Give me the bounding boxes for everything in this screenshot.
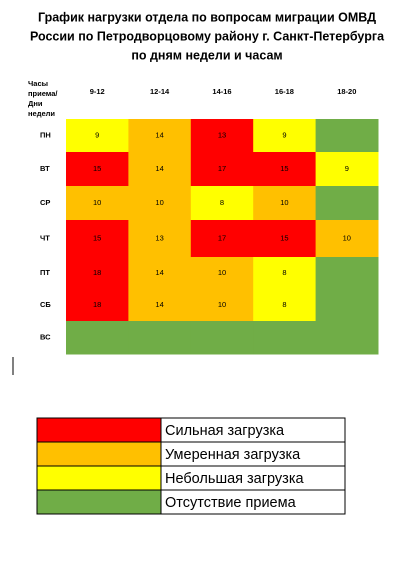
cell-value: 8 [282,268,286,277]
cell [190,186,254,221]
day-label: ВТ [40,164,50,173]
cell [66,257,129,290]
cell-value: 15 [280,233,288,242]
cell-value: 9 [345,164,349,173]
cell [128,119,192,153]
legend-label: Отсутствие приема [165,495,297,511]
cell-value: 8 [220,198,224,207]
cell [66,186,129,221]
legend-label: Небольшая загрузка [165,471,304,487]
cell [128,257,192,290]
title-line: График нагрузки отдела по вопросам мигра… [38,10,376,24]
cell [315,257,379,290]
cell [128,321,192,355]
cell-value: 8 [282,300,286,309]
cell-value: 18 [93,268,101,277]
day-label: ПН [40,130,51,139]
cell [128,220,192,258]
cell [253,257,317,290]
corner-header: недели [28,109,55,118]
column-header: 18-20 [337,87,356,96]
day-label: ВС [40,332,51,341]
legend-swatch [36,441,162,467]
cell-value: 18 [93,300,101,309]
cell [315,220,379,258]
cell-value: 14 [155,268,163,277]
title-line: России по Петродворцовому району г. Санк… [30,29,385,43]
cell [253,119,317,153]
cell [190,119,254,153]
cell-value: 13 [155,233,163,242]
column-header: 12-14 [150,87,170,96]
cell-value: 10 [155,198,163,207]
cell [128,186,192,221]
legend-swatch [36,489,162,515]
legend-label-box [160,489,346,515]
legend-swatch [36,417,162,443]
cell-value: 14 [155,130,163,139]
cell-value: 10 [343,233,351,242]
cell [253,289,317,322]
column-header: 9-12 [90,87,105,96]
cell-value: 14 [155,164,163,173]
cell [190,321,254,355]
cell [66,152,129,187]
title-line: по дням недели и часам [131,48,282,62]
cell [190,220,254,258]
cell [315,186,379,221]
cell-value: 9 [95,130,99,139]
cell [315,119,379,153]
corner-header: приема/ [28,89,58,98]
cell [253,186,317,221]
cell [253,152,317,187]
cell [190,152,254,187]
day-label: ЧТ [40,233,50,242]
day-label: СБ [40,300,51,309]
cell-value: 13 [218,130,226,139]
cell-value: 9 [282,130,286,139]
cell [66,119,129,153]
column-header: 16-18 [275,87,294,96]
cell-value: 10 [280,198,288,207]
cell [128,152,192,187]
cell-value: 10 [218,300,226,309]
cell-value: 10 [218,268,226,277]
cell-value: 15 [93,164,101,173]
cell-value: 14 [155,300,163,309]
cell [253,220,317,258]
cell [128,289,192,322]
legend-label-box [160,417,346,443]
cell [253,321,317,355]
cell [315,321,379,355]
corner-header: Дни [28,99,43,108]
legend-label: Сильная загрузка [165,423,285,439]
cell-value: 17 [218,233,226,242]
cell [190,289,254,322]
day-label: ПТ [40,268,50,277]
cell-value: 15 [280,164,288,173]
legend-label: Умеренная загрузка [165,447,301,463]
corner-header: Часы [28,79,48,88]
cell-value: 15 [93,233,101,242]
legend-swatch [36,465,162,491]
cell [190,257,254,290]
cell [66,289,129,322]
cell [315,289,379,322]
cell-value: 10 [93,198,101,207]
cell [315,152,379,187]
cell [66,321,129,355]
column-header: 14-16 [212,87,231,96]
day-label: СР [40,198,50,207]
cell-value: 17 [218,164,226,173]
cell [66,220,129,258]
